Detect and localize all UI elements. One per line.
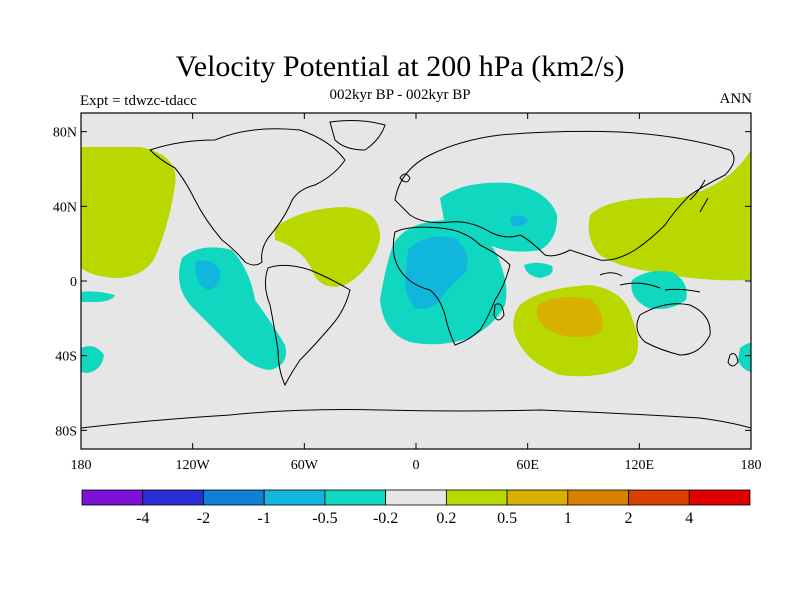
contour-positive-north-pacific-west xyxy=(81,147,176,278)
north-america-outline xyxy=(149,128,346,266)
colorbar-swatch xyxy=(688,489,751,506)
lat-tick-label: 80S xyxy=(55,424,77,439)
experiment-label: Expt = tdwzc-tdacc xyxy=(80,93,197,109)
contour-fills xyxy=(81,147,751,377)
lon-tick-label: 120W xyxy=(176,458,211,473)
lat-tick-label: 40N xyxy=(53,200,77,215)
colorbar-label: -0.5 xyxy=(312,510,337,527)
colorbar-swatch xyxy=(263,489,326,506)
eurasia-outline xyxy=(394,130,735,261)
contour-positive-asia-pacific xyxy=(588,150,751,281)
colorbar-label: 4 xyxy=(685,510,693,527)
lat-tick-label: 80N xyxy=(53,126,77,141)
colorbar-swatch xyxy=(506,489,569,506)
contour-negative-central-pacific xyxy=(81,291,115,302)
latitude-axis: 80N 40N 0 40S 80S xyxy=(53,126,751,439)
contour-negative-mediterranean xyxy=(440,182,558,252)
contour-negative-arabian-sea xyxy=(524,262,553,278)
map-title: Velocity Potential at 200 hPa (km2/s) xyxy=(175,50,625,83)
lon-tick-label: 0 xyxy=(413,458,420,473)
lon-tick-label: 180 xyxy=(741,458,762,473)
colorbar-swatch xyxy=(567,489,629,506)
lat-tick-label: 0 xyxy=(70,275,77,290)
colorbar: -4 -2 -1 -0.5 -0.2 0.2 0.5 1 2 4 xyxy=(81,489,751,527)
colorbar-label: -0.2 xyxy=(373,510,398,527)
indonesia-outline xyxy=(599,272,701,293)
colorbar-label: 1 xyxy=(564,510,572,527)
colorbar-label: -1 xyxy=(258,510,271,527)
lat-tick-label: 40S xyxy=(55,350,77,365)
contour-peak-indian-ocean xyxy=(536,296,603,338)
longitude-axis: 180 120W 60W 0 60E 120E 180 xyxy=(71,113,762,473)
colorbar-label: 0.2 xyxy=(436,510,456,527)
contour-core-east-pacific xyxy=(195,260,221,290)
coastlines xyxy=(81,120,751,429)
africa-outline xyxy=(392,226,511,346)
contour-negative-south-pacific-east xyxy=(738,343,751,372)
season-label: ANN xyxy=(719,91,753,107)
colorbar-swatch xyxy=(628,489,690,506)
contour-negative-south-pacific-west xyxy=(81,346,104,373)
colorbar-label: -4 xyxy=(136,510,149,527)
lon-tick-label: 60W xyxy=(291,458,319,473)
japan-outline xyxy=(689,179,709,213)
madagascar-outline xyxy=(493,303,505,321)
australia-outline xyxy=(636,303,711,356)
contour-core-mediterranean xyxy=(510,215,528,227)
new-zealand-outline xyxy=(727,353,739,367)
colorbar-swatch xyxy=(385,489,447,506)
lon-tick-label: 120E xyxy=(625,458,655,473)
lon-tick-label: 180 xyxy=(71,458,92,473)
colorbar-swatch xyxy=(142,489,204,506)
contour-core-africa xyxy=(405,236,468,309)
south-america-outline xyxy=(264,264,351,387)
greenland-outline xyxy=(329,120,386,151)
map-subtitle: 002kyr BP - 002kyr BP xyxy=(329,87,471,103)
antarctica-outline xyxy=(81,409,751,429)
colorbar-swatch xyxy=(445,489,508,506)
uk-outline xyxy=(399,173,411,183)
contour-positive-north-atlantic xyxy=(275,207,381,287)
lon-tick-label: 60E xyxy=(516,458,539,473)
contour-negative-western-pacific xyxy=(631,271,687,309)
colorbar-swatch xyxy=(203,489,265,506)
colorbar-swatch xyxy=(81,489,144,506)
colorbar-label: 0.5 xyxy=(497,510,517,527)
colorbar-label: -2 xyxy=(197,510,210,527)
colorbar-swatch xyxy=(324,489,387,506)
colorbar-label: 2 xyxy=(625,510,633,527)
